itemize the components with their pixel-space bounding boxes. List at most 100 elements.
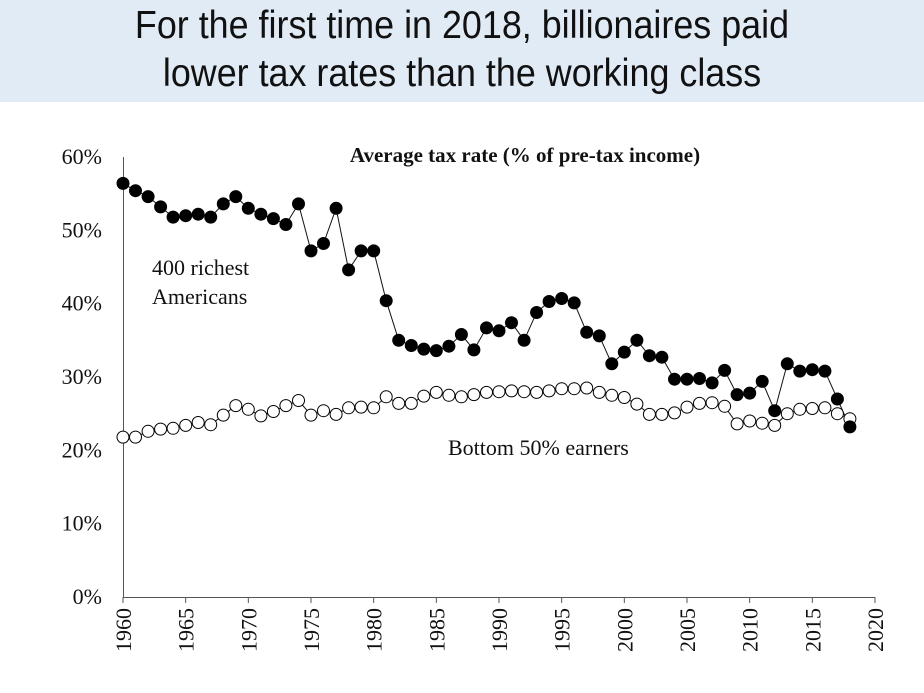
bottom50-data-point xyxy=(505,384,518,398)
richest-data-point xyxy=(116,176,130,190)
bottom50-data-point xyxy=(116,430,130,444)
x-tick-label: 1965 xyxy=(174,608,199,652)
y-tick-labels: 0% 10% 20% 30% 40% 50% 60% xyxy=(62,144,102,609)
richest-data-point xyxy=(179,209,193,223)
title-line-2: lower tax rates than the working class xyxy=(162,52,762,95)
page-title: For the first time in 2018, billionaires… xyxy=(37,2,887,98)
richest-data-point xyxy=(166,210,180,224)
bottom50-data-point xyxy=(266,405,280,418)
richest-data-point xyxy=(241,201,255,215)
series-label-bottom50: Bottom 50% earners xyxy=(448,435,629,460)
x-tick-label: 1995 xyxy=(550,608,575,652)
bottom50-data-point xyxy=(191,416,205,429)
x-tick-label: 1980 xyxy=(362,608,387,652)
bottom50-data-point xyxy=(379,390,393,404)
bottom50-data-point xyxy=(605,388,619,402)
richest-data-point xyxy=(605,357,619,371)
richest-data-point xyxy=(843,420,857,434)
bottom50-data-point xyxy=(204,418,218,432)
bottom50-data-point xyxy=(693,396,706,410)
x-ticks xyxy=(122,597,876,603)
richest-data-point xyxy=(367,244,381,258)
richest-data-point xyxy=(517,333,531,347)
richest-data-point xyxy=(342,263,356,277)
richest-data-point xyxy=(480,321,493,335)
richest-label-line-2: Americans xyxy=(152,284,247,309)
richest-data-point xyxy=(417,342,431,356)
bottom50-data-point xyxy=(392,396,406,410)
bottom50-data-point xyxy=(705,396,719,410)
bottom50-data-point xyxy=(429,385,443,399)
richest-data-point xyxy=(379,294,393,308)
bottom50-data-point xyxy=(292,394,305,407)
x-tick-labels: 1960 1965 1970 1975 1980 1985 1990 1995 2000 2005… xyxy=(111,608,888,652)
richest-data-point xyxy=(580,325,594,339)
bottom50-data-point xyxy=(718,399,732,413)
richest-data-point xyxy=(254,207,268,221)
richest-data-point xyxy=(492,324,506,338)
bottom50-data-point xyxy=(179,418,193,432)
richest-data-point xyxy=(705,376,719,390)
bottom50-data-point xyxy=(492,385,506,399)
bottom50-data-point xyxy=(567,382,581,396)
richest-data-point xyxy=(542,295,556,308)
bottom50-data-point xyxy=(617,391,631,404)
richest-data-point xyxy=(655,350,669,364)
bottom50-data-point xyxy=(129,430,142,444)
richest-label-line-1: 400 richest xyxy=(152,255,249,280)
richest-data-point xyxy=(668,372,681,386)
bottom50-data-point xyxy=(241,402,255,416)
y-tick-label: 50% xyxy=(62,217,102,242)
richest-data-point xyxy=(680,372,694,386)
bottom50-data-point xyxy=(154,422,168,436)
x-tick-label: 2010 xyxy=(738,608,763,652)
bottom50-data-point xyxy=(642,407,656,421)
x-tick-label: 2020 xyxy=(863,608,888,652)
bottom50-data-point xyxy=(768,418,782,432)
richest-data-point xyxy=(743,386,757,400)
bottom50-data-point xyxy=(830,407,844,421)
y-tick-label: 0% xyxy=(73,584,102,609)
bottom50-data-point xyxy=(793,402,807,416)
bottom50-data-point xyxy=(592,385,606,399)
title-line-1: For the first time in 2018, billionaires… xyxy=(134,4,790,47)
richest-data-point xyxy=(191,207,205,221)
series-label-richest: 400 richest Americans xyxy=(152,255,255,309)
richest-data-point xyxy=(354,244,368,258)
richest-data-point xyxy=(292,197,305,211)
bottom50-data-point xyxy=(317,404,330,418)
bottom50-data-point xyxy=(367,401,381,415)
title-banner: For the first time in 2018, billionaires… xyxy=(0,0,924,102)
bottom50-data-point xyxy=(354,400,368,414)
bottom50-data-point xyxy=(216,408,230,422)
bottom50-data-point xyxy=(730,417,744,431)
richest-data-point xyxy=(530,306,544,319)
x-tick-label: 1975 xyxy=(299,608,324,652)
bottom50-data-point xyxy=(342,401,356,415)
richest-data-point xyxy=(768,404,782,418)
bottom50-data-point xyxy=(467,388,481,402)
bottom50-data-point xyxy=(442,388,456,402)
x-tick-label: 1960 xyxy=(111,608,136,652)
x-tick-label: 2005 xyxy=(675,608,700,652)
bottom50-data-point xyxy=(780,407,794,421)
richest-data-point xyxy=(216,197,230,211)
richest-data-point xyxy=(718,363,732,377)
richest-data-point xyxy=(229,190,243,204)
richest-data-point xyxy=(755,374,769,388)
y-tick-label: 30% xyxy=(62,364,102,389)
bottom50-data-point xyxy=(517,385,531,399)
richest-data-point xyxy=(404,339,418,352)
richest-data-point xyxy=(780,357,794,371)
x-tick-label: 1970 xyxy=(236,608,261,652)
richest-data-point xyxy=(830,392,844,406)
bottom50-data-point xyxy=(542,384,556,398)
richest-data-point xyxy=(141,190,155,204)
richest-data-point xyxy=(317,237,330,250)
bottom50-data-point xyxy=(580,381,594,395)
y-tick-label: 20% xyxy=(62,437,102,462)
richest-data-point xyxy=(693,372,706,385)
x-tick-label: 1990 xyxy=(487,608,512,652)
bottom50-data-point xyxy=(454,390,468,404)
richest-data-point xyxy=(392,333,406,347)
